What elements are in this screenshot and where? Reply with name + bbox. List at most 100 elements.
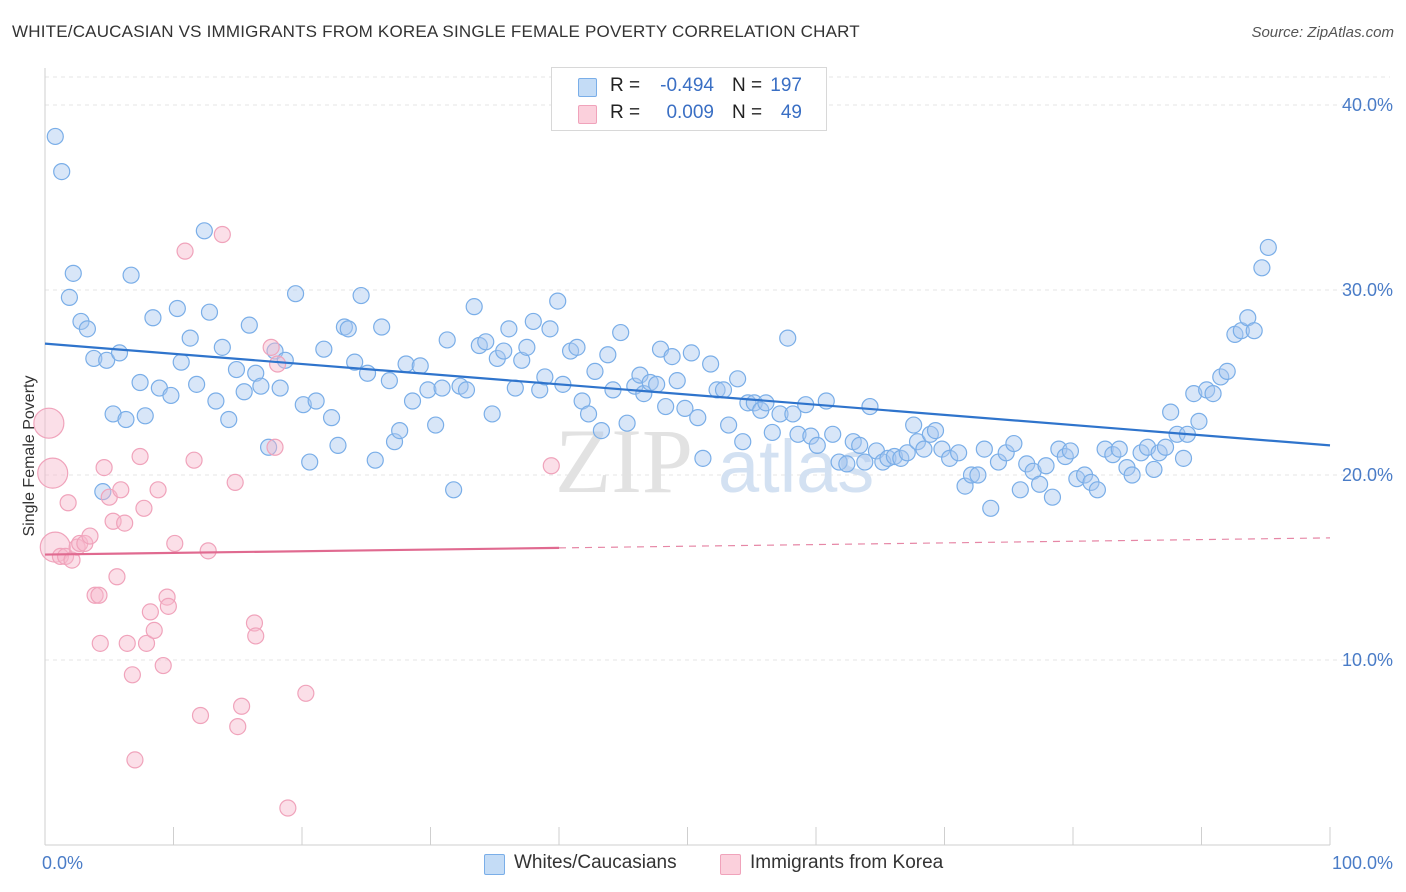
white-point [1190,412,1208,430]
white-point [329,436,347,454]
white-point [286,285,305,303]
white-point [307,392,325,410]
white-point [1185,385,1203,403]
korea-point [262,338,280,356]
white-point [1253,259,1271,277]
white-point [663,348,681,366]
white-point [1110,440,1128,458]
white-point [926,422,945,440]
white-point [1043,488,1062,506]
legend-r-label: R = [610,102,641,123]
white-point [518,338,536,356]
white-point [445,481,463,499]
trend-line-solid [44,342,1331,447]
white-point [213,338,231,356]
korea-point [90,586,108,604]
white-point [599,346,617,364]
korea-point [229,717,247,736]
white-point [181,329,199,347]
white-point [315,340,333,358]
white-point [1245,322,1263,340]
white-point [200,303,219,321]
white-point [962,466,981,484]
white-point [763,423,781,442]
white-point [941,449,959,467]
white-point [162,386,180,405]
korea-point [81,527,99,545]
bottom-legend-swatch-whites [484,854,505,875]
white-point [861,397,879,416]
white-point [53,163,71,181]
white-point [729,370,747,388]
white-point [676,399,694,417]
white-point [784,405,802,423]
source-label: Source: ZipAtlas.com [1251,24,1394,41]
white-point [483,405,501,423]
white-point [188,375,206,393]
y-tick-label: 30.0% [1342,280,1393,300]
korea-point [185,451,203,469]
white-point [1037,457,1055,475]
white-point [397,355,415,373]
white-point [694,449,712,467]
white-point [495,342,513,360]
white-point [808,436,826,454]
white-point [195,222,213,240]
white-point [802,427,820,445]
white-point [352,286,370,305]
x-tick-labels: 0.0% 100.0% [42,853,1393,873]
watermark: ZIP atlas [555,410,874,512]
white-point [294,396,312,414]
legend-n-label: N = [732,102,763,123]
white-point [247,364,265,382]
korea-point [112,481,130,499]
korea-point [37,457,69,489]
white-point [104,405,122,423]
white-point [477,333,495,351]
white-point [457,381,476,399]
korea-point [149,481,167,499]
white-point [465,298,483,316]
white-point [536,368,554,386]
trend-lines [44,342,1331,556]
white-point [856,453,874,471]
white-point [513,351,531,369]
legend-n-value: 49 [780,102,802,123]
white-point [131,373,149,392]
white-point [346,353,364,371]
white-point [1088,481,1107,499]
white-point [689,409,707,427]
white-point [771,405,789,423]
korea-point [135,499,153,517]
korea-point [268,355,287,373]
white-point [385,433,404,451]
white-point [322,409,341,427]
white-point [373,318,391,336]
white-point [427,416,445,434]
korea-point [131,447,149,466]
white-point [411,357,429,375]
legend-row-korea: R = 0.009 N = 49 [552,101,826,127]
korea-point [159,597,177,615]
legend-r-value: -0.494 [660,75,714,96]
white-point [714,381,733,399]
white-point [438,331,456,349]
korea-point [145,621,163,640]
white-point [549,292,567,310]
korea-point [59,494,77,512]
white-point [982,499,1000,517]
korea-point [176,242,194,260]
bottom-legend-swatch-korea [720,854,741,875]
bottom-legend-label-whites: Whites/Caucasians [514,852,677,873]
white-point [586,362,604,380]
legend-n-label: N = [732,75,763,96]
korea-point [542,457,560,475]
korea-point [116,514,134,532]
korea-point [137,634,156,652]
legend-swatch-korea [578,105,597,124]
white-point [1156,438,1175,456]
white-point [366,451,384,469]
korea-point [154,656,172,675]
korea-point [199,542,217,560]
legend-r-value: 0.009 [666,102,714,123]
